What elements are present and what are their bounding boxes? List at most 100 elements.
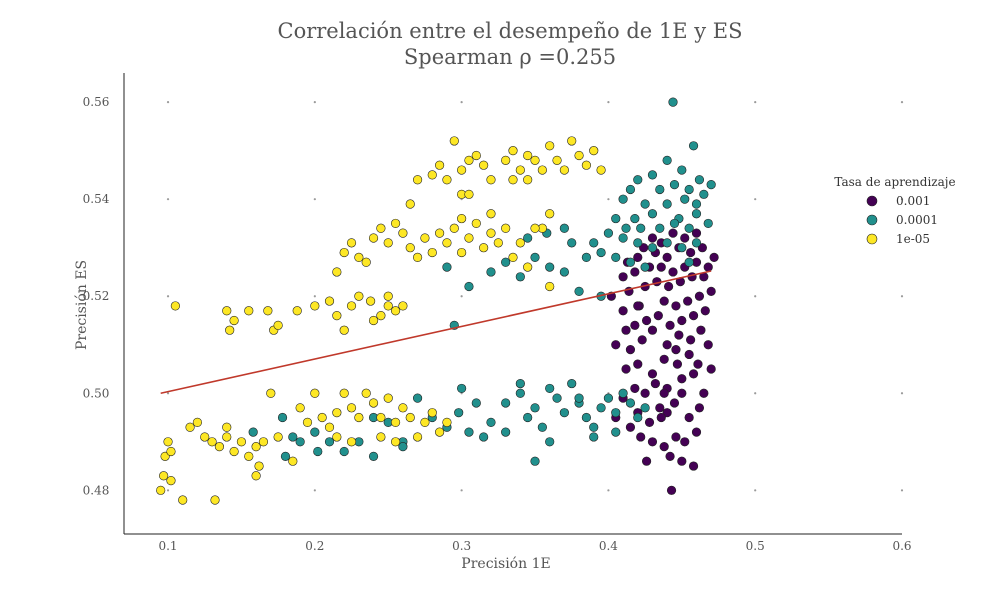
data-point: [398, 403, 408, 413]
data-point: [665, 320, 675, 330]
data-point: [603, 393, 614, 403]
data-point: [574, 150, 584, 161]
data-point: [669, 398, 680, 408]
data-point: [523, 412, 533, 423]
data-point: [273, 432, 283, 442]
data-point: [442, 238, 452, 248]
trend-line-group: [160, 270, 712, 395]
data-point: [647, 437, 658, 447]
data-point: [581, 412, 591, 423]
data-point: [630, 320, 640, 330]
grid-dot: [313, 295, 316, 298]
data-point: [699, 388, 709, 398]
data-point: [288, 432, 298, 442]
data-point: [449, 136, 459, 146]
data-point: [332, 267, 342, 277]
data-point: [457, 165, 467, 175]
data-point: [339, 325, 349, 335]
data-point: [688, 461, 699, 471]
data-point: [248, 427, 258, 437]
axes: [123, 73, 902, 535]
grid-dot: [166, 489, 170, 492]
data-point: [398, 442, 408, 452]
data-point: [263, 306, 273, 316]
legend-label: 0.001: [896, 194, 930, 208]
data-point: [686, 247, 696, 258]
data-point: [653, 311, 663, 321]
data-point: [354, 252, 364, 262]
data-point: [640, 199, 650, 209]
data-point: [185, 422, 195, 432]
data-point: [706, 286, 716, 296]
data-points: [156, 97, 719, 505]
data-point: [669, 180, 680, 190]
data-point: [662, 155, 672, 165]
data-point: [680, 194, 690, 204]
grid-dot: [460, 101, 463, 104]
data-point: [442, 175, 452, 185]
data-point: [625, 257, 636, 267]
data-point: [669, 218, 680, 229]
data-point: [383, 238, 393, 248]
data-point: [486, 175, 496, 185]
data-point: [464, 281, 474, 292]
data-point: [630, 383, 640, 394]
data-point: [523, 233, 533, 243]
data-point: [207, 437, 217, 447]
data-point: [647, 233, 658, 243]
data-point: [449, 223, 459, 233]
data-point: [376, 432, 386, 442]
data-point: [659, 296, 669, 306]
data-point: [229, 446, 239, 457]
data-point: [647, 209, 658, 219]
data-point: [251, 442, 261, 452]
data-point: [420, 233, 430, 243]
data-point: [324, 422, 335, 432]
data-point: [677, 315, 687, 326]
data-point: [471, 218, 481, 229]
data-point: [618, 388, 628, 398]
data-point: [559, 408, 569, 418]
data-point: [361, 257, 371, 267]
data-point: [662, 252, 672, 262]
data-point: [699, 189, 709, 199]
data-point: [277, 412, 288, 423]
data-point: [671, 301, 681, 311]
data-point: [501, 427, 511, 437]
data-point: [515, 378, 525, 389]
data-point: [633, 252, 643, 262]
data-point: [214, 442, 225, 452]
data-point: [501, 223, 511, 233]
data-point: [412, 393, 423, 403]
data-point: [317, 412, 327, 423]
x-tick-label: 0.1: [158, 539, 177, 553]
data-point: [581, 160, 591, 170]
data-point: [706, 364, 716, 374]
data-point: [665, 451, 675, 461]
data-point: [486, 228, 496, 238]
data-point: [383, 291, 393, 301]
data-point: [567, 238, 577, 248]
data-point: [390, 437, 401, 447]
data-point: [603, 228, 614, 238]
grid-dot: [313, 489, 316, 492]
legend-marker: [866, 233, 878, 245]
data-point: [339, 446, 349, 457]
data-point: [454, 408, 464, 418]
data-point: [618, 233, 628, 243]
data-point: [659, 354, 669, 364]
data-point: [630, 213, 640, 224]
tick-labels: 0.1 0.2 0.3 0.4 0.5 0.6 0.48 0.50 0.52 0.54 0.56: [83, 95, 912, 553]
data-point: [668, 97, 678, 107]
data-point: [640, 262, 650, 272]
data-point: [709, 252, 719, 262]
data-point: [493, 238, 503, 248]
data-point: [636, 223, 646, 233]
data-point: [324, 296, 335, 306]
data-point: [589, 422, 599, 432]
data-point: [368, 398, 379, 408]
data-point: [427, 170, 437, 180]
data-point: [251, 471, 261, 481]
data-point: [368, 451, 379, 461]
data-point: [258, 437, 269, 447]
